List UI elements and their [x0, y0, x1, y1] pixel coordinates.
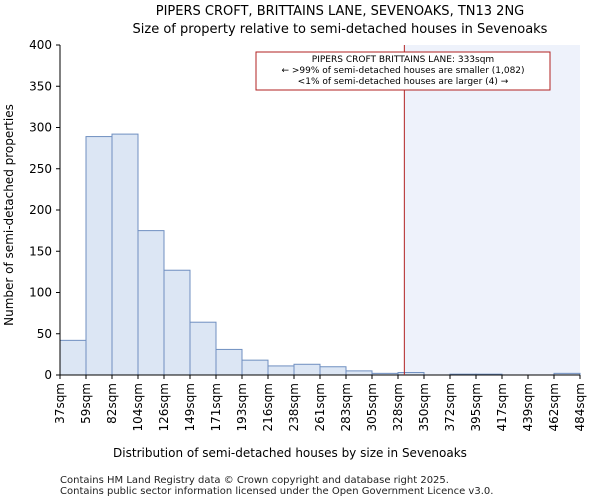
x-tick-label: 328sqm	[391, 383, 405, 431]
x-tick-label: 484sqm	[573, 383, 587, 431]
y-tick-label: 50	[37, 327, 52, 341]
y-axis-label: Number of semi-detached properties	[2, 104, 16, 326]
x-tick-label: 395sqm	[469, 383, 483, 431]
histogram-bar	[267, 365, 295, 376]
histogram-bar	[111, 133, 139, 376]
x-tick-label: 149sqm	[183, 383, 197, 431]
x-tick-label: 171sqm	[209, 383, 223, 431]
chart-subtitle: Size of property relative to semi-detach…	[133, 22, 548, 37]
histogram-bar	[293, 363, 321, 376]
y-tick-label: 350	[29, 79, 52, 93]
histogram-bar	[189, 321, 217, 376]
histogram-bar	[215, 348, 243, 376]
x-tick-label: 350sqm	[417, 383, 431, 431]
y-tick-label: 400	[29, 38, 52, 52]
larger-region-highlight	[404, 45, 580, 375]
y-tick-label: 100	[29, 286, 52, 300]
footer-licence: Contains public sector information licen…	[60, 486, 493, 497]
histogram-bar	[85, 136, 113, 376]
y-tick-label: 150	[29, 244, 52, 258]
x-tick-label: 462sqm	[547, 383, 561, 431]
chart-title: PIPERS CROFT, BRITTAINS LANE, SEVENOAKS,…	[156, 4, 525, 19]
histogram-bar	[319, 366, 347, 376]
x-axis-label: Distribution of semi-detached houses by …	[113, 446, 467, 460]
y-tick-label: 0	[44, 368, 52, 382]
x-tick-label: 126sqm	[157, 383, 171, 431]
x-tick-label: 37sqm	[53, 383, 67, 424]
x-tick-label: 417sqm	[495, 383, 509, 431]
annotation-box-frame	[255, 51, 551, 91]
annotation-line-3: <1% of semi-detached houses are larger (…	[298, 77, 509, 87]
y-tick-label: 300	[29, 121, 52, 135]
histogram-bar	[163, 269, 191, 376]
x-tick-label: 372sqm	[443, 383, 457, 431]
histogram-bar	[137, 230, 165, 376]
y-tick-label: 250	[29, 162, 52, 176]
x-tick-label: 439sqm	[521, 383, 535, 431]
x-tick-label: 305sqm	[365, 383, 379, 431]
x-tick-label: 261sqm	[313, 383, 327, 431]
annotation-line-1: PIPERS CROFT BRITTAINS LANE: 333sqm	[312, 55, 494, 65]
histogram-bar	[345, 370, 373, 376]
x-tick-label: 216sqm	[261, 383, 275, 431]
footer-copyright: Contains HM Land Registry data © Crown c…	[60, 475, 449, 486]
x-tick-label: 238sqm	[287, 383, 301, 431]
x-tick-label: 283sqm	[339, 383, 353, 431]
histogram-bar	[59, 339, 87, 376]
x-tick-label: 82sqm	[105, 383, 119, 424]
x-tick-label: 59sqm	[79, 383, 93, 424]
x-tick-label: 193sqm	[235, 383, 249, 431]
histogram-bar	[241, 359, 269, 376]
marker-annotation: PIPERS CROFT BRITTAINS LANE: 333sqm ← >9…	[255, 51, 551, 91]
y-tick-label: 200	[29, 203, 52, 217]
annotation-line-2: ← >99% of semi-detached houses are small…	[281, 66, 524, 76]
x-tick-label: 104sqm	[131, 383, 145, 431]
